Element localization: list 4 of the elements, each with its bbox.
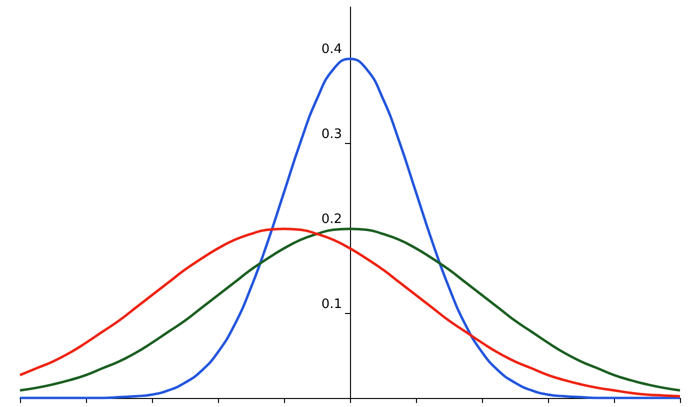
y-tick-label: 0.2: [321, 212, 342, 227]
y-tick-label: 0.4: [321, 42, 342, 57]
y-tick-label: 0.1: [321, 297, 342, 312]
y-tick-label: 0.3: [321, 127, 342, 142]
